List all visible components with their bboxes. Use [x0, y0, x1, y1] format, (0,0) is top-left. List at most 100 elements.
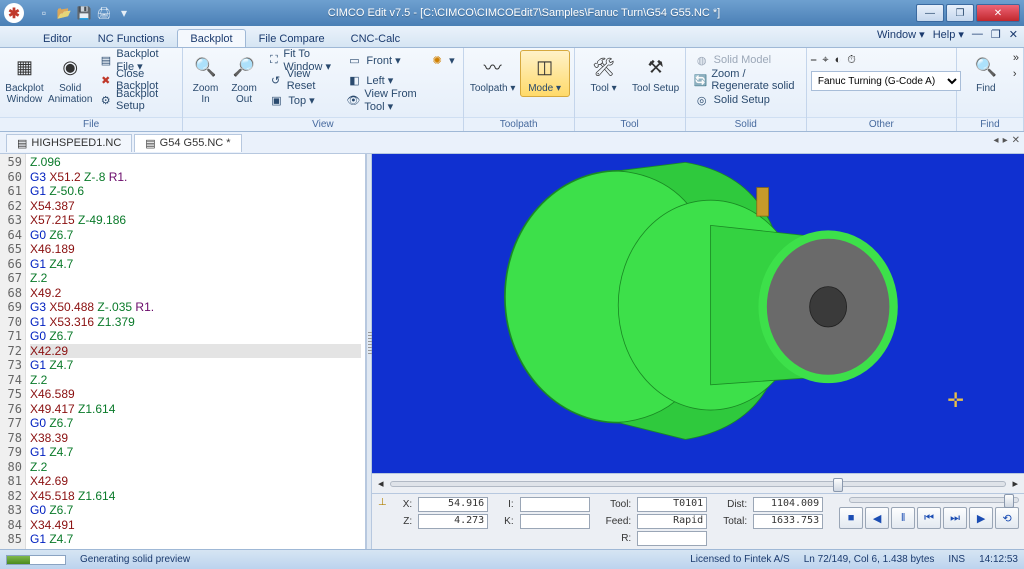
qat-new-icon[interactable]: ▫	[36, 5, 52, 21]
doc-tab-highspeed[interactable]: ▤HIGHSPEED1.NC	[6, 134, 132, 152]
toolpath-button[interactable]: 〰Toolpath ▾	[468, 50, 518, 97]
ribbon-minimize-icon[interactable]: —	[972, 28, 983, 41]
tool-value: T0101	[637, 497, 707, 512]
zoom-out-icon: 🔎	[230, 53, 258, 81]
tab-backplot[interactable]: Backplot	[177, 29, 245, 47]
group-solid-label: Solid	[686, 117, 806, 131]
sim-track[interactable]	[390, 481, 1007, 487]
tab-cnc-calc[interactable]: CNC-Calc	[338, 29, 414, 47]
menu-window[interactable]: Window ▾	[877, 28, 925, 41]
readout-bar: ⊥ X:54.916 Z:4.273 I: K: Tool:T0101 Feed…	[372, 493, 1024, 549]
tool-view-icon: 👁	[346, 92, 360, 108]
tab-file-compare[interactable]: File Compare	[246, 29, 338, 47]
playback-dock: ■ ◀ ‖ ⏮ ⏭ ▶ ⟲	[839, 497, 1019, 529]
play-rev-button[interactable]: ◀	[865, 507, 889, 529]
sim-thumb[interactable]	[833, 478, 843, 492]
tool-setup-button[interactable]: ⚒Tool Setup	[631, 50, 681, 97]
zoom-in-icon: 🔍	[192, 53, 220, 81]
gear-icon: ✺	[429, 52, 445, 68]
k-value	[520, 514, 590, 529]
solid-setup-icon: ◎	[694, 92, 710, 108]
find-next-icon[interactable]: »	[1013, 52, 1019, 64]
tool-label: Tool:	[606, 499, 634, 510]
fit-window-button[interactable]: ⛶Fit To Window ▾	[264, 50, 340, 70]
document-tabs: ▤HIGHSPEED1.NC ▤G54 G55.NC * ◂ ▸ ✕	[0, 132, 1024, 154]
mode-button[interactable]: ◫Mode ▾	[520, 50, 570, 97]
tool-button[interactable]: 🛠Tool ▾	[579, 50, 629, 97]
group-tool-label: Tool	[575, 117, 685, 131]
find-prev-icon[interactable]: ›	[1013, 68, 1019, 80]
i-label: I:	[504, 499, 515, 510]
tab-next-icon[interactable]: ▸	[1003, 135, 1008, 146]
tab-prev-icon[interactable]: ◂	[994, 135, 999, 146]
app-icon: ✱	[4, 3, 24, 23]
simulation-slider: ◂ ▸	[372, 473, 1024, 493]
qat-open-icon[interactable]: 📂	[56, 5, 72, 21]
qat-save-icon[interactable]: 💾	[76, 5, 92, 21]
solid-setup-button[interactable]: ◎Solid Setup	[690, 90, 802, 110]
step-fwd-button[interactable]: ⏭	[943, 507, 967, 529]
tab-editor[interactable]: Editor	[30, 29, 85, 47]
window-buttons: — ❐ ✕	[916, 4, 1020, 22]
tool-icon: 🛠	[590, 53, 618, 81]
qat-dropdown-icon[interactable]: ▾	[116, 5, 132, 21]
view-options-button[interactable]: ✺▾	[425, 50, 459, 70]
machine-select[interactable]: Fanuc Turning (G-Code A)	[811, 71, 961, 91]
solid-animation-button[interactable]: ◉ Solid Animation	[47, 50, 93, 108]
z-label: Z:	[403, 516, 414, 527]
nc-file-icon: ▤	[145, 137, 155, 150]
top-view-button[interactable]: ▣Top ▾	[264, 90, 340, 110]
group-file: ▦ Backplot Window ◉ Solid Animation ▤Bac…	[0, 48, 183, 131]
zoom-in-button[interactable]: 🔍Zoom In	[187, 50, 224, 108]
mode-icon: ◫	[531, 53, 559, 81]
menu-help[interactable]: Help ▾	[933, 28, 964, 41]
view-reset-button[interactable]: ↺View Reset	[264, 70, 340, 90]
speed-slider[interactable]	[849, 497, 1019, 503]
window-title: CIMCO Edit v7.5 - [C:\CIMCO\CIMCOEdit7\S…	[132, 7, 916, 19]
other-icon3[interactable]: ◐	[835, 54, 842, 67]
speed-thumb[interactable]	[1004, 494, 1014, 508]
backplot-window-button[interactable]: ▦ Backplot Window	[4, 50, 45, 108]
sim-end-icon[interactable]: ▸	[1012, 477, 1018, 490]
pause-button[interactable]: ‖	[891, 507, 915, 529]
stop-button[interactable]: ■	[839, 507, 863, 529]
sim-start-icon[interactable]: ◂	[378, 477, 384, 490]
backplot-canvas[interactable]: ✛	[372, 154, 1024, 473]
close-button[interactable]: ✕	[976, 4, 1020, 22]
feed-label: Feed:	[606, 516, 634, 527]
minimize-button[interactable]: —	[916, 4, 944, 22]
other-icon1[interactable]: ⎯	[811, 54, 817, 67]
dist-value: 1104.009	[753, 497, 823, 512]
backplot-file-button[interactable]: ▤Backplot File ▾	[95, 50, 178, 70]
find-button[interactable]: 🔍Find	[961, 50, 1011, 97]
front-view-button[interactable]: ▭Front ▾	[342, 50, 423, 70]
ribbon-restore-icon[interactable]: ❐	[991, 28, 1001, 41]
regen-solid-button[interactable]: 🔄Zoom / Regenerate solid	[690, 70, 802, 90]
step-rev-button[interactable]: ⏮	[917, 507, 941, 529]
cursor-crosshair-icon: ✛	[947, 388, 964, 413]
quick-access-toolbar: ▫ 📂 💾 🖨 ▾	[36, 5, 132, 21]
ribbon-close-icon[interactable]: ✕	[1009, 28, 1018, 41]
maximize-button[interactable]: ❐	[946, 4, 974, 22]
doc-tab-g54g55[interactable]: ▤G54 G55.NC *	[134, 134, 241, 152]
tab-close-icon[interactable]: ✕	[1012, 135, 1020, 146]
close-backplot-button[interactable]: ✖Close Backplot	[95, 70, 178, 90]
other-icon4[interactable]: ⏱	[847, 54, 856, 67]
zoom-out-button[interactable]: 🔎Zoom Out	[226, 50, 263, 108]
x-value: 54.916	[418, 497, 488, 512]
qat-print-icon[interactable]: 🖨	[96, 5, 112, 21]
solid-model-button: ◍Solid Model	[690, 50, 802, 70]
r-value	[637, 531, 707, 546]
front-icon: ▭	[346, 52, 362, 68]
view-from-tool-button[interactable]: 👁View From Tool ▾	[342, 90, 423, 110]
play-button[interactable]: ▶	[969, 507, 993, 529]
tab-nc-functions[interactable]: NC Functions	[85, 29, 178, 47]
regen-icon: 🔄	[694, 72, 708, 88]
backplot-setup-button[interactable]: ⚙Backplot Setup	[95, 90, 178, 110]
loop-button[interactable]: ⟲	[995, 507, 1019, 529]
fit-icon: ⛶	[268, 52, 279, 68]
status-bar: Generating solid preview Licensed to Fin…	[0, 549, 1024, 569]
other-icon2[interactable]: ⌖	[822, 54, 828, 67]
status-time: 14:12:53	[979, 554, 1018, 565]
code-editor[interactable]: Z.096 G3 X51.2 Z-.8 R1. G1 Z-50.6 X54.38…	[26, 154, 365, 549]
